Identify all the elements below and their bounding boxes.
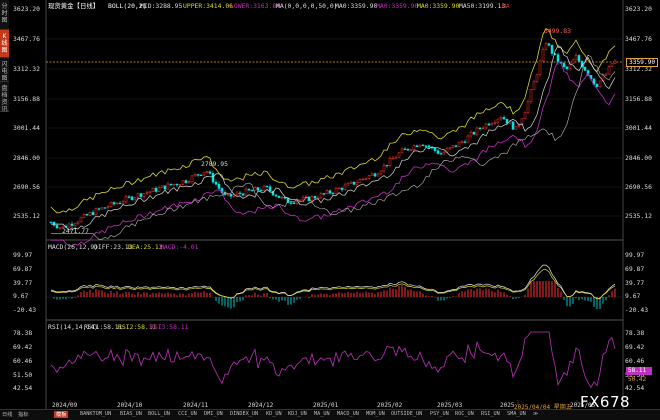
tab-dmi[interactable]: DMI_UN <box>204 411 223 417</box>
rsi-axis-right: 42.54 <box>625 384 645 392</box>
high-annotation: 3499.83 <box>544 27 571 35</box>
rsi-axis-right: 51.50 <box>625 371 645 379</box>
date-label: 2025/01 <box>313 402 339 409</box>
right-axis-label: 3312.32 <box>625 65 652 73</box>
low-annotation: 2471.77 <box>62 227 89 235</box>
macd-dea-value: DEA:25.13 <box>128 243 163 251</box>
ma50-value: MA50:3199.13 <box>459 2 506 10</box>
tab-more-icon[interactable]: ≫ <box>533 411 539 417</box>
right-axis-label: 3623.20 <box>625 5 652 13</box>
macd-axis-right: 69.87 <box>625 265 645 273</box>
tab-dindex[interactable]: DINDEX_UN <box>230 411 259 417</box>
date-label: 2025/02 <box>377 402 403 409</box>
macd-axis-left: 9.67 <box>13 292 29 300</box>
rsi-axis-left: 78.38 <box>13 329 33 337</box>
current-price-tag: 3359.90 <box>626 58 658 67</box>
rsi2-value: RSI2:58.11 <box>118 323 157 331</box>
macd-axis-right: -20.43 <box>625 306 649 314</box>
right-axis-label: 3001.44 <box>625 124 652 132</box>
rsi-axis-left: 60.46 <box>13 357 33 365</box>
right-axis-label: 3156.88 <box>625 95 652 103</box>
macd-axis-right: 9.67 <box>625 292 641 300</box>
date-label: 2024/12 <box>248 402 274 409</box>
indicator-tab-bar: 日线 指标 模板 BANKTOM_UN BIAS_UN BOLL_UN CCI_… <box>0 409 660 420</box>
tab-template[interactable]: 模板 <box>54 411 69 418</box>
rsi-axis-right: 60.46 <box>625 357 645 365</box>
date-label: 2024/11 <box>183 402 209 409</box>
tab-indicator[interactable]: 指标 <box>18 412 29 418</box>
rsi-axis-left: 69.42 <box>13 343 33 351</box>
rsi-current-tag-2: 50.42 <box>628 376 647 383</box>
side-tab-time[interactable]: 分时图 <box>0 0 9 30</box>
side-tab-kline[interactable]: K线图 <box>0 30 9 58</box>
tab-outside[interactable]: OUTSIDE_UN <box>391 411 423 417</box>
mid-annotation: 2789.95 <box>201 160 228 168</box>
rsi-axis-left: 51.50 <box>13 371 33 379</box>
macd-axis-right: 99.97 <box>625 251 645 259</box>
rsi-axis-left: 42.54 <box>13 384 33 392</box>
tab-bias[interactable]: BIAS_UN <box>120 411 142 417</box>
rsi3-value: RSI3:58.11 <box>150 323 189 331</box>
side-tab-info[interactable]: 盘档资讯 <box>0 82 9 113</box>
rsi-current-tag: 58.11 <box>626 367 652 375</box>
left-axis-label: 2846.00 <box>13 154 40 162</box>
ma-value-3: MA0:3359.90 <box>417 2 460 10</box>
tab-daily[interactable]: 日线 <box>2 412 13 418</box>
right-axis-label: 3467.76 <box>625 35 652 43</box>
left-axis-label: 3312.32 <box>13 65 40 73</box>
ma-value-1: MA0:3359.90 <box>335 2 378 10</box>
left-axis-label: 2535.12 <box>13 212 40 220</box>
tab-cci[interactable]: CCI_UN <box>178 411 197 417</box>
crosshair-date: 2025/04/04 星期五 <box>514 404 572 411</box>
rsi-label: RSI(14,14,14) <box>48 323 99 331</box>
tab-boll[interactable]: BOLL_UN <box>148 411 170 417</box>
fx678-logo: FX678 <box>580 393 631 411</box>
left-axis-label: 3467.76 <box>13 35 40 43</box>
date-label: 2024/10 <box>117 402 143 409</box>
ma-extra: MA <box>502 2 510 10</box>
symbol-name: 现货黄金【日线】 <box>48 2 100 10</box>
macd-axis-right: 39.77 <box>625 279 645 287</box>
left-axis-label: 3623.20 <box>13 5 40 13</box>
tab-banktom[interactable]: BANKTOM_UN <box>80 411 112 417</box>
boll-mid: MID:3288.95 <box>140 2 183 10</box>
date-label: 2025 <box>500 402 515 409</box>
right-axis-label: 2535.12 <box>625 212 652 220</box>
macd-label: MACD(26,12,9) <box>48 243 99 251</box>
macd-axis-left: 69.87 <box>13 265 33 273</box>
macd-axis-left: -20.43 <box>13 306 37 314</box>
boll-upper: UPPER:3414.06 <box>183 2 234 10</box>
rsi1-value: RSI1:58.11 <box>84 323 123 331</box>
ma-value-2: MA0:3359.90 <box>376 2 419 10</box>
tab-roc[interactable]: ROC_UN <box>455 411 474 417</box>
macd-axis-left: 39.77 <box>13 279 33 287</box>
tab-mom[interactable]: MOM_UN <box>366 411 385 417</box>
tab-ma[interactable]: MA_UN <box>314 411 330 417</box>
date-label: 2025/03 <box>437 402 463 409</box>
tab-psy[interactable]: PSY_UN <box>430 411 449 417</box>
right-axis-label: 2690.56 <box>625 183 652 191</box>
macd-axis-left: 99.97 <box>13 251 33 259</box>
left-axis-label: 2690.56 <box>13 183 40 191</box>
right-axis-label: 2846.00 <box>625 154 652 162</box>
ma-label: MA(0,0,0,0,50,0) <box>276 2 338 10</box>
date-label: 2025/05 <box>570 402 596 409</box>
date-label: 2024/09 <box>52 402 78 409</box>
rsi-axis-right: 78.38 <box>625 329 645 337</box>
tab-kd[interactable]: KD_UN <box>266 411 282 417</box>
side-tab-flash[interactable]: 闪电图 <box>0 58 9 82</box>
left-axis-label: 3156.88 <box>13 95 40 103</box>
tab-macd[interactable]: MACD_UN <box>337 411 359 417</box>
left-axis-label: 3001.44 <box>13 124 40 132</box>
boll-lower: LOWER:3163.84 <box>230 2 281 10</box>
macd-diff-value: DIFF:23.13 <box>94 243 133 251</box>
tab-kdj[interactable]: KDJ_UN <box>288 411 307 417</box>
boll-label: BOLL(20,2) <box>108 2 147 10</box>
tab-rsi[interactable]: RSI_UN <box>481 411 500 417</box>
rsi-axis-right: 69.42 <box>625 343 645 351</box>
tab-sma[interactable]: SMA_UN <box>507 411 526 417</box>
macd-value: MACD:-4.01 <box>160 243 199 251</box>
